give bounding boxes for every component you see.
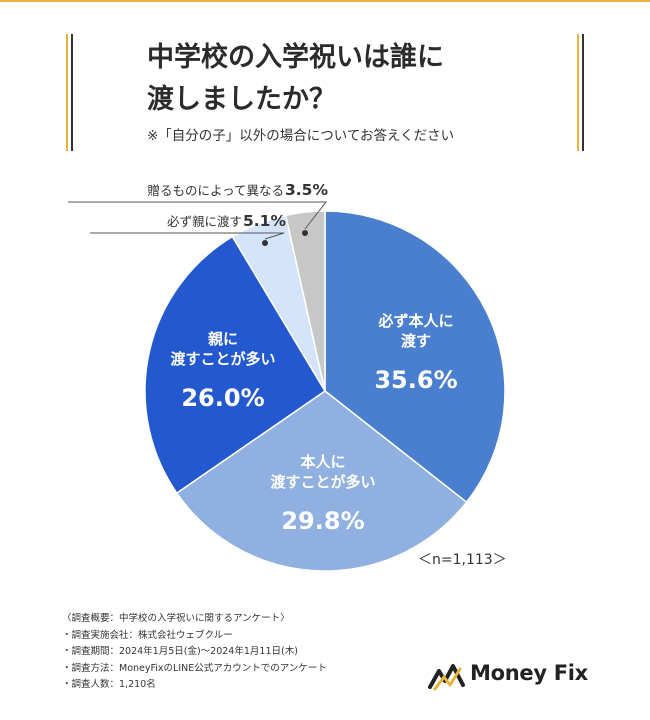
title-bracket-left-dark <box>71 34 73 151</box>
slice-value-label: 35.6% <box>374 366 457 394</box>
survey-line: ・調査人数：1,210名 <box>62 679 156 690</box>
slice-value-label: 29.8% <box>281 507 364 535</box>
pie-slice <box>175 390 468 572</box>
top-accent-line <box>0 0 650 2</box>
title-line-2: 渡しましたか？ <box>147 84 336 115</box>
slice-label: 必ず本人に <box>377 312 453 330</box>
slice-label: 本人に <box>300 453 345 471</box>
chart-title: 中学校の入学祝いは誰に 渡しましたか？ <box>147 37 547 121</box>
title-bracket-right-gold <box>577 34 579 151</box>
money-fix-logo: Money Fix <box>427 657 597 693</box>
survey-line: 〈調査概要：中学校の入学祝いに関するアンケート〉 <box>62 613 290 624</box>
pie-slice <box>144 235 327 495</box>
leader-dot <box>262 240 268 246</box>
slice-value-label: 3.5% <box>285 181 328 199</box>
leader-line <box>68 201 328 230</box>
pie-slice <box>324 210 506 504</box>
title-line-1: 中学校の入学祝いは誰に <box>147 42 444 73</box>
survey-line: ・調査実施会社：株式会社ウェブクルー <box>62 629 233 641</box>
leader-dot <box>302 230 308 236</box>
money-fix-logo-text: Money Fix <box>470 661 588 685</box>
sample-size-note: ＜n=1,113＞ <box>418 552 507 568</box>
slice-value-label: 26.0% <box>181 384 264 412</box>
pie-slice <box>284 210 326 392</box>
slice-label: 必ず親に渡す <box>167 214 242 229</box>
money-fix-logo-icon <box>428 664 465 691</box>
title-bracket-left-gold <box>66 34 68 151</box>
slice-label: 渡すことが多い <box>270 473 375 491</box>
survey-overview: 〈調査概要：中学校の入学祝いに関するアンケート〉 ・調査実施会社：株式会社ウェブ… <box>62 611 327 694</box>
survey-line: ・調査期間：2024年1月5日(金)～2024年1月11日(木) <box>62 646 298 657</box>
chart-subtitle: ※「自分の子」以外の場合についてお答えください <box>147 128 455 144</box>
slice-value-label: 5.1% <box>243 212 286 230</box>
leader-line <box>90 232 285 240</box>
slice-label: 贈るものによって異なる <box>147 183 284 198</box>
slice-label: 親に <box>208 330 238 348</box>
slice-label: 渡すことが多い <box>170 350 275 368</box>
slice-label: 渡す <box>401 332 431 350</box>
survey-line: ・調査方法：MoneyFixのLINE公式アカウントでのアンケート <box>62 662 327 674</box>
title-bracket-right-dark <box>582 34 584 151</box>
